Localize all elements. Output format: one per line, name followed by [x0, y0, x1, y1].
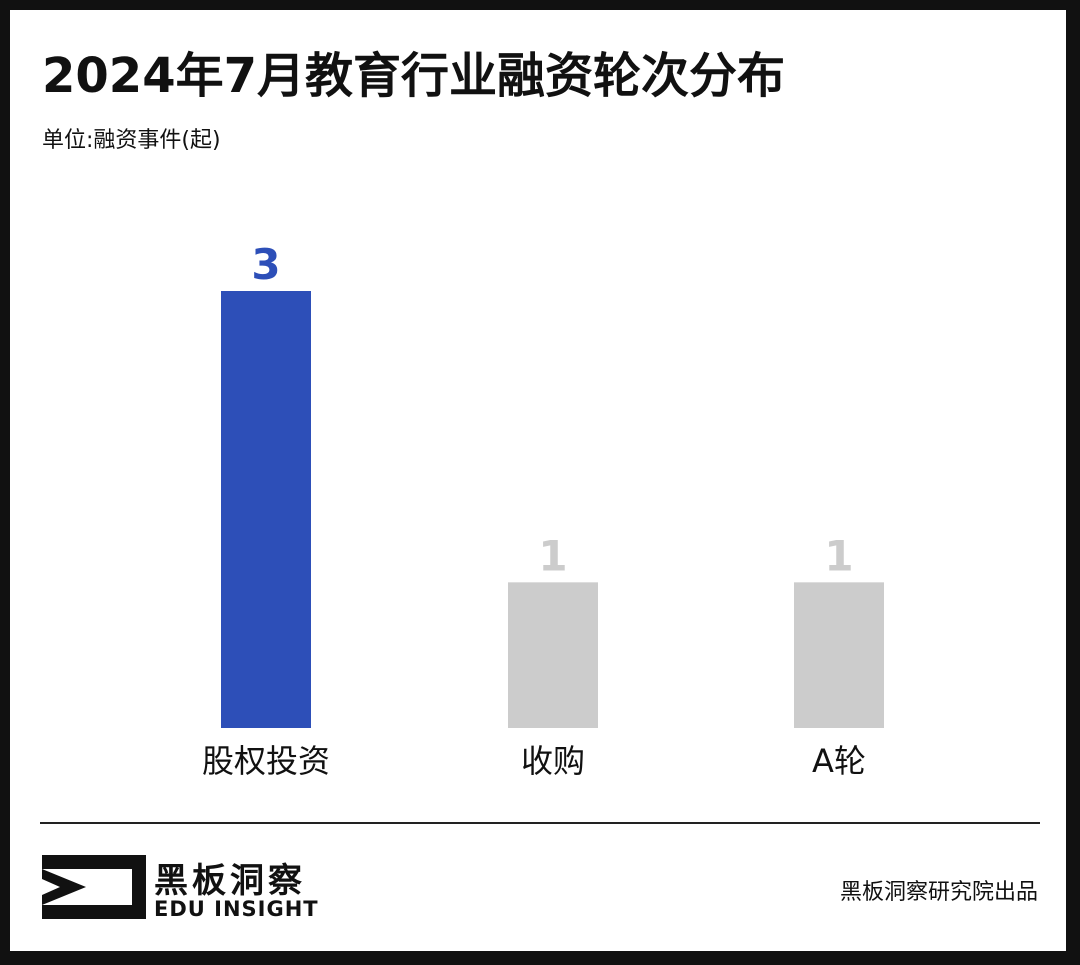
- chart-card: 2024年7月教育行业融资轮次分布 单位:融资事件(起) 3 股权投资 1 收购 1 A轮…: [10, 10, 1066, 951]
- bar-chart: 3 股权投资 1 收购 1 A轮: [202, 240, 884, 780]
- category-label-1: 股权投资: [202, 742, 330, 780]
- data-label-1: 3: [251, 240, 280, 289]
- category-label-2: 收购: [521, 742, 585, 780]
- data-label-3: 1: [824, 531, 853, 580]
- bar-3: [794, 582, 884, 728]
- chart-title: 2024年7月教育行业融资轮次分布: [42, 48, 785, 104]
- data-label-2: 1: [538, 531, 567, 580]
- bar-2: [508, 582, 598, 728]
- logo-name-en: EDU INSIGHT: [154, 897, 319, 921]
- category-label-3: A轮: [812, 742, 866, 780]
- source-credit: 黑板洞察研究院出品: [839, 880, 1038, 905]
- logo-name-cn: 黑板洞察: [154, 861, 306, 901]
- edu-insight-logo-icon: [42, 855, 146, 919]
- bar-1: [221, 291, 311, 728]
- footer-divider: [40, 822, 1040, 824]
- unit-label: 单位:融资事件(起): [42, 128, 221, 153]
